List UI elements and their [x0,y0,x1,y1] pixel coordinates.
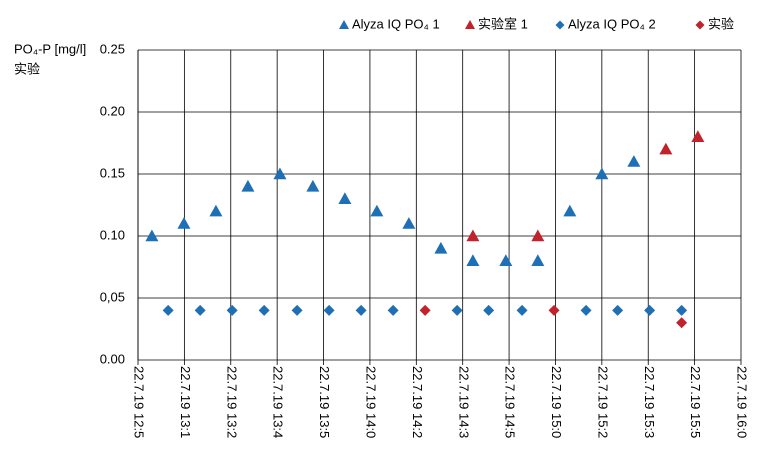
legend-marker [695,20,705,30]
x-tick-label: 22.7.19 13:5 [317,366,332,438]
data-point [548,304,560,316]
y-axis-label: PO₄-P [mg/l] [14,41,86,56]
x-tick-label: 22.7.19 15:0 [549,366,564,438]
data-point [434,241,448,254]
data-point [531,229,545,242]
x-tick-label: 22.7.19 13:2 [224,366,239,438]
data-point [177,217,191,229]
legend-marker [555,20,565,30]
data-point [516,304,528,316]
data-point [306,179,320,192]
data-point [580,304,592,316]
data-point [419,304,431,316]
y-tick-label: 0.25 [100,41,125,56]
x-tick-label: 22.7.19 14:2 [410,366,425,438]
data-point [273,167,287,180]
x-tick-label: 22.7.19 14:5 [503,366,518,438]
data-point [499,254,513,266]
data-point [194,304,206,316]
data-point [370,204,384,217]
data-point [226,304,238,316]
data-point [483,304,495,316]
data-point [241,179,255,192]
legend-marker [465,20,475,29]
data-point [145,229,159,242]
data-point [563,204,577,217]
legend-marker [339,20,349,29]
data-point [691,130,705,142]
legend-label: 实验 [708,16,734,31]
data-point [644,304,656,316]
y-tick-label: 0,05 [100,289,125,304]
y-tick-label: 0.15 [100,165,125,180]
data-point [595,167,609,180]
data-point [466,229,480,242]
y-axis-label-sub: 实验 [14,61,40,76]
data-point [612,304,624,316]
x-tick-label: 22.7.19 15:5 [688,366,703,438]
data-point [355,304,367,316]
data-point [466,254,480,266]
data-point [531,254,545,266]
x-tick-label: 22.7.19 14:3 [456,366,471,438]
x-tick-label: 22.7.19 15:3 [642,366,657,438]
x-tick-label: 22.7.19 13:4 [271,366,286,438]
x-tick-label: 22.7.19 15:2 [595,366,610,438]
data-point [676,304,688,316]
data-point [387,304,399,316]
data-point [676,317,688,329]
data-point [338,192,352,204]
y-tick-label: 0.20 [100,103,125,118]
data-point [258,304,270,316]
x-tick-label: 22.7.19 12:5 [132,366,147,438]
data-point [451,304,463,316]
y-tick-label: 0.00 [100,351,125,366]
data-point [323,304,335,316]
data-point [162,304,174,316]
legend-label: 实验室 1 [478,16,528,31]
data-point [627,155,641,167]
data-point [659,142,673,155]
x-tick-label: 22.7.19 13:1 [178,366,193,438]
data-point [402,217,416,229]
x-tick-label: 22.7.19 16:0 [735,366,750,438]
x-tick-label: 22.7.19 14:0 [363,366,378,438]
legend-label: Alyza IQ PO₄ 1 [352,16,440,31]
y-tick-label: 0.10 [100,227,125,242]
data-point [291,304,303,316]
legend-label: Alyza IQ PO₄ 2 [568,16,656,31]
data-point [209,204,223,217]
